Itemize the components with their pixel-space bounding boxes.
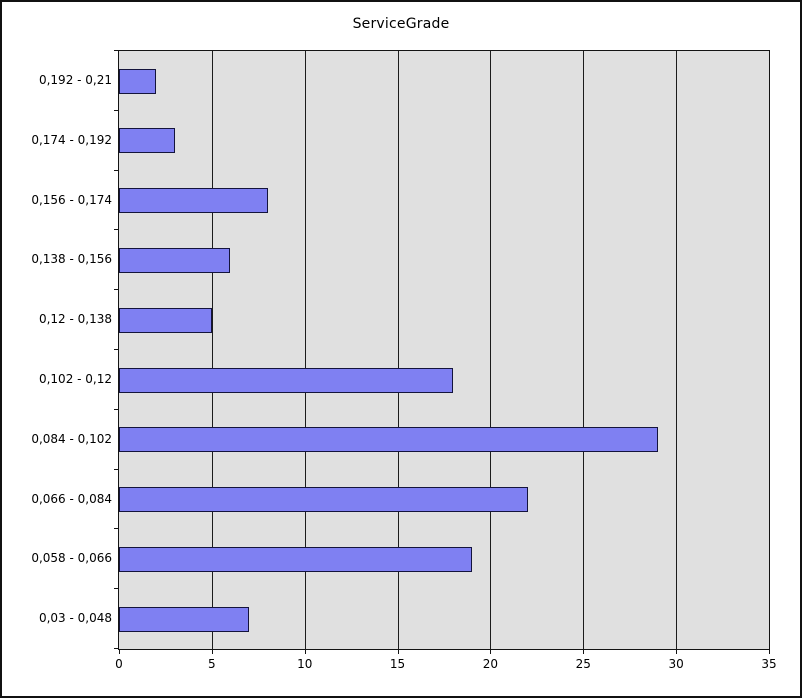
y-axis-label: 0,102 - 0,12 — [38, 372, 112, 386]
y-axis-tick — [114, 50, 118, 51]
chart-title: ServiceGrade — [352, 16, 450, 32]
bar — [119, 128, 175, 154]
x-axis-label: 25 — [575, 657, 591, 671]
x-axis-label: 30 — [668, 657, 684, 671]
bar — [119, 606, 249, 632]
bar — [119, 188, 268, 214]
y-axis-label: 0,138 - 0,156 — [31, 252, 112, 267]
x-axis-tick — [769, 650, 770, 654]
bar — [119, 487, 528, 513]
bar-row — [119, 290, 769, 350]
x-axis-tick — [397, 650, 399, 654]
gridline-15 — [397, 51, 399, 649]
y-axis-tick — [114, 109, 118, 111]
y-axis-tick — [114, 528, 118, 530]
x-axis-label: 0 — [115, 657, 123, 671]
x-axis-label: 35 — [761, 657, 777, 671]
y-axis-tick — [114, 349, 118, 350]
bar-row — [119, 410, 769, 470]
x-axis-tick — [211, 650, 213, 654]
bar-row — [119, 51, 769, 111]
bar — [119, 247, 231, 273]
y-axis-label: 0,058 - 0,066 — [31, 551, 112, 566]
bar — [119, 68, 157, 94]
x-axis-label: 10 — [297, 657, 313, 671]
x-axis-tick — [304, 650, 306, 654]
bar-row — [119, 171, 769, 231]
x-axis-label: 20 — [482, 657, 499, 671]
x-axis-tick — [676, 650, 678, 654]
y-axis-tick — [114, 588, 118, 590]
y-axis-tick — [114, 169, 118, 171]
bar-row — [119, 589, 769, 649]
x-axis-tick — [119, 650, 120, 654]
bar — [119, 367, 454, 393]
y-axis-label: 0,174 - 0,192 — [31, 132, 112, 147]
gridline-30 — [676, 51, 678, 649]
bar-row — [119, 529, 769, 589]
bar — [119, 427, 658, 453]
gridline-20 — [490, 51, 492, 649]
y-axis-label: 0,066 - 0,084 — [31, 491, 112, 506]
bar-row — [119, 470, 769, 530]
y-axis-label: 0,192 - 0,21 — [38, 73, 112, 87]
x-axis-label: 15 — [389, 657, 406, 671]
bar-row — [119, 111, 769, 171]
y-axis-tick — [114, 289, 118, 291]
y-axis-tick — [114, 648, 118, 649]
gridline-5 — [211, 51, 213, 649]
bar — [119, 546, 472, 572]
bar — [119, 307, 212, 333]
gridline-10 — [304, 51, 306, 649]
y-axis-label: 0,03 - 0,048 — [38, 611, 112, 626]
x-axis-tick — [583, 650, 585, 654]
plot-area — [118, 50, 770, 650]
y-axis-tick — [114, 468, 118, 470]
x-axis-label: 5 — [208, 657, 216, 671]
y-axis-label: 0,084 - 0,102 — [31, 431, 112, 446]
bar-row — [119, 350, 769, 410]
bar-row — [119, 230, 769, 290]
x-axis-tick — [490, 650, 492, 654]
y-axis-label: 0,12 - 0,138 — [38, 312, 112, 327]
y-axis-tick — [114, 229, 118, 231]
y-axis-label: 0,156 - 0,174 — [31, 192, 112, 207]
gridline-25 — [583, 51, 585, 649]
y-axis-tick — [114, 408, 118, 410]
